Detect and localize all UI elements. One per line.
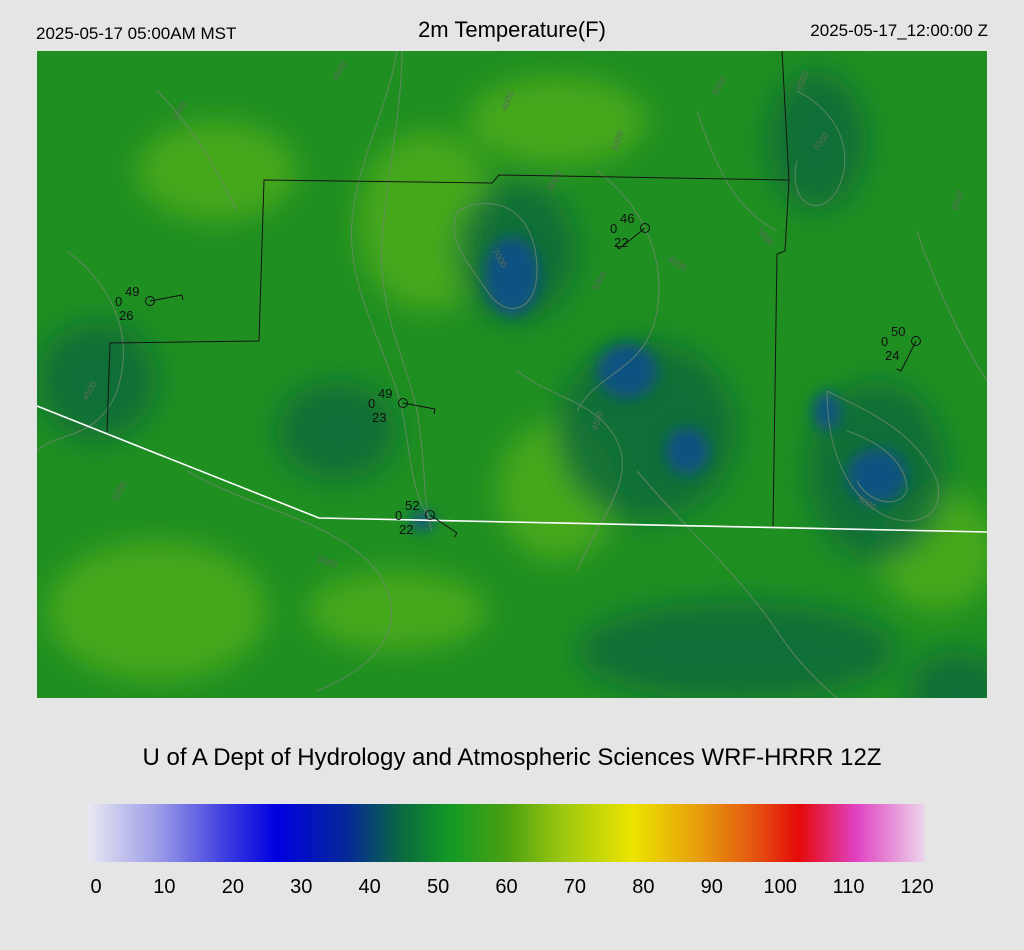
map-canvas: 4000450050005500600070005000450050005500… (37, 51, 987, 698)
station-dewpoint: 22 (399, 522, 413, 537)
station-dewpoint: 24 (885, 348, 899, 363)
wind-barb-flag (453, 532, 458, 538)
wind-barb-flag (181, 294, 184, 301)
colorbar-tick-label: 40 (358, 876, 381, 898)
colorbar-tick-label: 100 (763, 876, 797, 898)
station-dewpoint: 22 (614, 235, 628, 250)
colorbar-tick-label: 80 (632, 876, 655, 898)
state-boundary (37, 405, 987, 533)
station-code: 0 (115, 294, 122, 309)
wind-barb-flag (615, 244, 620, 250)
station-code: 0 (395, 508, 402, 523)
elevation-contours (37, 51, 987, 698)
colorbar-tick-label: 90 (700, 876, 723, 898)
colorbar-ticks: 0 10 20 30 40 50 60 70 80 90 100 110 120 (0, 876, 1024, 906)
station-dewpoint: 26 (119, 308, 133, 323)
temperature-colorbar (88, 804, 925, 862)
wind-barb-flag (433, 408, 436, 415)
header: 2025-05-17 05:00AM MST 2m Temperature(F)… (0, 0, 1024, 50)
station-circle (398, 398, 408, 408)
model-credit: U of A Dept of Hydrology and Atmospheric… (142, 744, 882, 771)
county-borders (106, 51, 790, 529)
wind-barb-flag (896, 368, 902, 372)
station-code: 0 (610, 221, 617, 236)
wind-barb (402, 402, 436, 410)
colorbar-tick-label: 0 (90, 876, 102, 898)
colorbar-tick-label: 110 (832, 876, 865, 898)
colorbar-tick-label: 10 (153, 876, 176, 898)
station-circle (425, 510, 435, 520)
station-circle (640, 223, 650, 233)
station-code: 0 (368, 396, 375, 411)
station-temperature: 49 (125, 284, 139, 299)
local-time-label: 2025-05-17 05:00AM MST (36, 24, 237, 43)
station-circle (911, 336, 921, 346)
wind-barb (149, 294, 183, 302)
station-temperature: 52 (405, 498, 419, 513)
temperature-map: 4000 4500 5000 5500 6000 7000 5000 4500 5000 5500… (37, 51, 987, 698)
station-circle (145, 296, 155, 306)
colorbar-tick-label: 20 (221, 876, 244, 898)
cold-spots (410, 236, 907, 531)
wind-barb (618, 227, 646, 250)
map-title: 2m Temperature(F) (418, 17, 606, 42)
station-temperature: 50 (891, 324, 905, 339)
colorbar-tick-label: 60 (495, 876, 518, 898)
wind-barb (900, 340, 917, 372)
colorbar-tick-label: 120 (900, 876, 934, 898)
utc-time-label: 2025-05-17_12:00:00 Z (810, 21, 988, 40)
colorbar-tick-label: 70 (563, 876, 587, 898)
wind-barb (429, 514, 458, 534)
station-temperature: 46 (620, 211, 634, 226)
station-code: 0 (881, 334, 888, 349)
colorbar-tick-label: 30 (290, 876, 313, 898)
station-temperature: 49 (378, 386, 392, 401)
station-dewpoint: 23 (372, 410, 386, 425)
colorbar-tick-label: 50 (426, 876, 450, 898)
